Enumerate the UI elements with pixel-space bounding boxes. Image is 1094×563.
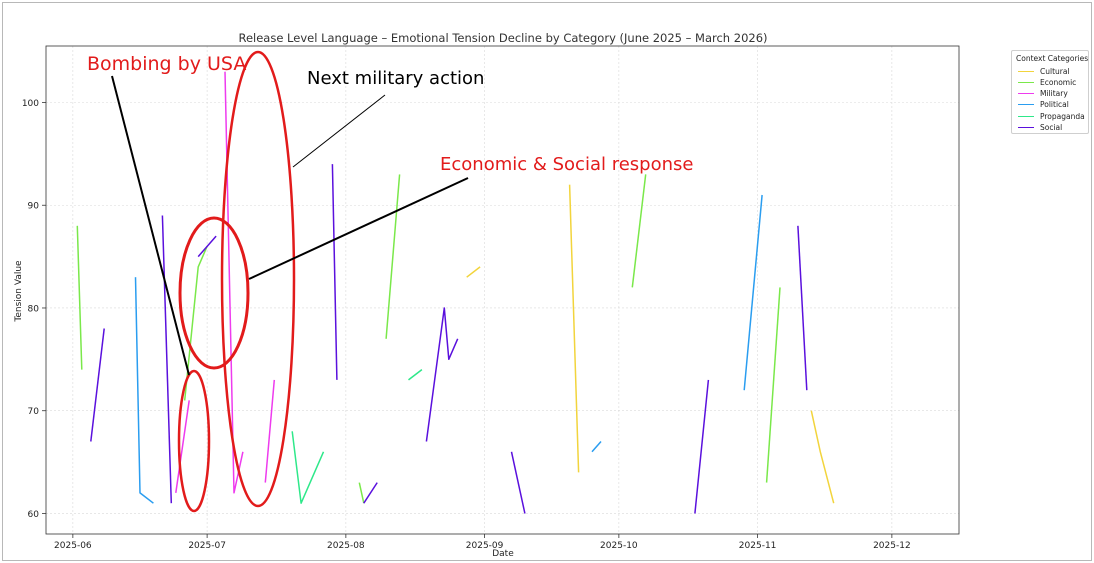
legend-item-economic: Economic (1018, 77, 1076, 87)
y-axis-label: Tension Value (14, 260, 24, 323)
y-tick-label: 80 (28, 304, 40, 314)
chart-title: Release Level Language – Emotional Tensi… (238, 31, 767, 45)
series-line-propaganda (291, 431, 325, 504)
chart-svg: Release Level Language – Emotional Tensi… (14, 31, 960, 559)
annotation-label-3: Economic & Social response (440, 154, 693, 175)
pointer-line-response (248, 177, 469, 280)
series-line-social (197, 235, 217, 258)
x-tick-label: 2025-08 (327, 541, 365, 551)
legend-swatch (1018, 70, 1034, 72)
annotation-overlays: Bombing by USA Next military action Econom… (87, 50, 693, 513)
x-tick-label: 2025-06 (54, 541, 92, 551)
legend: Context Categories Cultural Economic Milit… (1011, 50, 1089, 134)
series-line-social (694, 379, 710, 514)
pointer-line-military (292, 94, 386, 168)
series-line-social (90, 328, 105, 442)
plot-border (45, 45, 960, 535)
series-line-political (591, 441, 602, 453)
x-tick-label: 2025-10 (600, 541, 638, 551)
y-tick-label: 70 (28, 407, 40, 417)
highlight-circle-bombing (177, 369, 211, 513)
series-line-military (224, 71, 244, 494)
series-lines (76, 71, 835, 514)
highlight-circle-response (178, 216, 250, 370)
y-tick-label: 90 (28, 202, 40, 212)
annotation-label-1: Bombing by USA (87, 53, 246, 75)
series-line-social (797, 225, 808, 391)
grid-lines (46, 46, 959, 534)
series-line-cultural (810, 410, 835, 504)
annotation-label-2: Next military action (307, 68, 484, 89)
legend-item-propaganda: Propaganda (1018, 111, 1085, 121)
legend-label: Propaganda (1040, 111, 1085, 121)
legend-title: Context Categories (1016, 54, 1089, 63)
series-line-cultural (568, 184, 580, 473)
series-line-social (363, 482, 378, 504)
legend-item-political: Political (1018, 100, 1069, 110)
legend-item-military: Military (1018, 89, 1068, 99)
legend-label: Social (1040, 123, 1063, 132)
legend-item-social: Social (1018, 123, 1062, 133)
series-line-economic (385, 174, 401, 339)
series-line-economic (183, 246, 208, 401)
series-line-economic (631, 174, 647, 288)
series-line-military (175, 400, 190, 494)
highlight-circle-military (220, 50, 296, 508)
legend-swatch (1018, 127, 1034, 128)
pointer-line-bombing (111, 75, 190, 376)
legend-label: Cultural (1040, 66, 1070, 76)
legend-swatch (1018, 104, 1034, 106)
y-tick-label: 100 (22, 99, 39, 109)
legend-swatch (1018, 81, 1034, 83)
series-line-economic (76, 225, 83, 370)
series-line-cultural (466, 266, 481, 278)
series-line-political (743, 194, 763, 391)
legend-item-cultural: Cultural (1018, 66, 1070, 76)
series-line-political (134, 277, 154, 504)
axes: 60 70 80 90 100 2025-06 2025-07 2025-08 2025-09 2… (22, 45, 960, 551)
legend-swatch (1018, 115, 1034, 117)
legend-swatch (1018, 93, 1034, 95)
series-line-social (425, 307, 459, 442)
series-line-economic (358, 482, 365, 504)
series-line-military (264, 379, 276, 483)
series-line-social (331, 164, 338, 380)
legend-label: Economic (1040, 77, 1077, 87)
legend-label: Political (1040, 100, 1069, 110)
x-tick-label: 2025-09 (466, 541, 504, 551)
series-line-propaganda (408, 369, 423, 381)
y-tick-label: 60 (28, 510, 40, 520)
series-line-economic (765, 287, 781, 483)
x-tick-label: 2025-11 (739, 541, 777, 551)
x-axis-label: Date (492, 549, 514, 559)
x-tick-label: 2025-07 (188, 541, 226, 551)
series-line-social (510, 451, 526, 514)
series-line-social (161, 215, 173, 504)
x-tick-label: 2025-12 (873, 541, 911, 551)
legend-label: Military (1040, 89, 1068, 99)
